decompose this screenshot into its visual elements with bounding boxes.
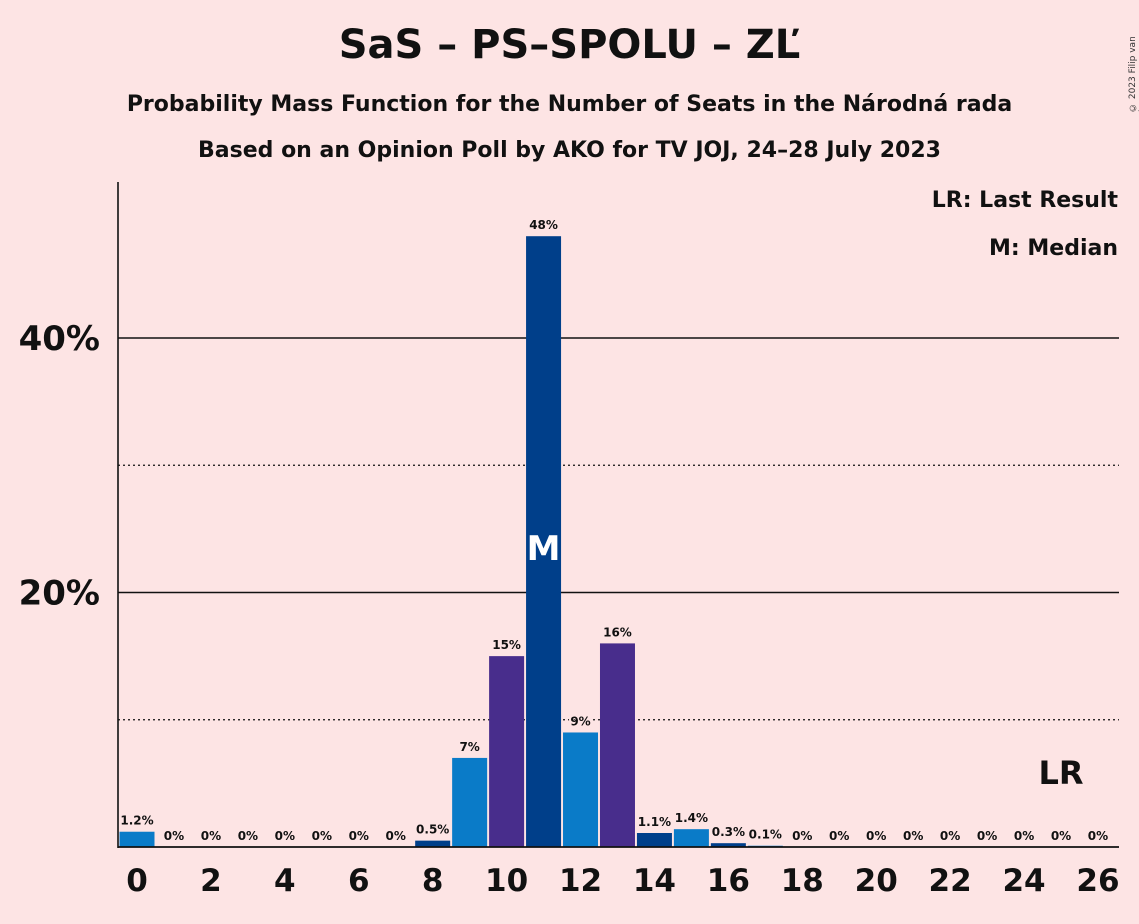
x-tick-label: 12 xyxy=(559,863,602,899)
x-tick-label: 16 xyxy=(707,863,750,899)
bar-value-label: 0.1% xyxy=(749,828,782,842)
bar xyxy=(563,732,599,847)
x-tick-label: 0 xyxy=(126,863,148,899)
bar-value-label: 0.5% xyxy=(416,823,449,837)
bar xyxy=(673,829,709,847)
bar-value-label: 0% xyxy=(940,829,960,843)
bar-value-label: 48% xyxy=(529,218,558,232)
legend-last-result: LR: Last Result xyxy=(931,188,1118,213)
bar-value-label: 0% xyxy=(349,829,369,843)
median-marker: M xyxy=(527,529,561,569)
x-tick-label: 8 xyxy=(422,863,444,899)
bar-value-label: 0% xyxy=(201,829,221,843)
bar-value-label: 0% xyxy=(903,829,923,843)
bar-value-label: 0% xyxy=(164,829,184,843)
bar-value-label: 0% xyxy=(275,829,295,843)
x-tick-label: 24 xyxy=(1002,863,1045,899)
x-tick-label: 20 xyxy=(855,863,898,899)
bar xyxy=(710,843,746,847)
bar-value-label: 0.3% xyxy=(712,825,745,839)
bar-value-label: 1.4% xyxy=(675,811,708,825)
x-tick-label: 4 xyxy=(274,863,296,899)
chart-subtitle: Probability Mass Function for the Number… xyxy=(126,92,1013,117)
bar-value-label: 0% xyxy=(386,829,406,843)
bar xyxy=(636,833,672,847)
bar-value-label: 0% xyxy=(238,829,258,843)
bar-value-label: 0% xyxy=(829,829,849,843)
bar-value-label: 0% xyxy=(792,829,812,843)
bar xyxy=(599,643,635,847)
x-tick-label: 2 xyxy=(200,863,222,899)
chart-title: SaS – PS–SPOLU – ZĽ xyxy=(338,22,801,68)
bar xyxy=(489,656,525,847)
bar-value-label: 1.2% xyxy=(120,814,153,828)
legend-median: M: Median xyxy=(989,236,1118,261)
bar xyxy=(526,236,562,847)
bar xyxy=(452,757,488,847)
chart-subtitle-poll: Based on an Opinion Poll by AKO for TV J… xyxy=(198,138,941,163)
bar-value-label: 9% xyxy=(570,714,590,728)
x-tick-label: 22 xyxy=(929,863,972,899)
bar xyxy=(415,840,451,847)
y-tick-label: 40% xyxy=(19,319,100,359)
bar-value-label: 0% xyxy=(866,829,886,843)
bar-value-label: 0% xyxy=(1014,829,1034,843)
bar-value-label: 1.1% xyxy=(638,815,671,829)
x-tick-label: 14 xyxy=(633,863,676,899)
bar-value-label: 0% xyxy=(1051,829,1071,843)
bar-value-label: 0% xyxy=(1088,829,1108,843)
bar-value-label: 15% xyxy=(492,638,521,652)
last-result-marker: LR xyxy=(1038,754,1083,792)
y-tick-label: 20% xyxy=(19,574,100,614)
bar-value-label: 0% xyxy=(312,829,332,843)
bar-value-label: 0% xyxy=(977,829,997,843)
bar-value-label: 7% xyxy=(459,740,479,754)
x-tick-label: 10 xyxy=(485,863,528,899)
x-tick-label: 6 xyxy=(348,863,370,899)
x-tick-label: 18 xyxy=(781,863,824,899)
bar-value-label: 16% xyxy=(603,625,632,639)
bar xyxy=(119,831,155,847)
x-tick-label: 26 xyxy=(1076,863,1119,899)
